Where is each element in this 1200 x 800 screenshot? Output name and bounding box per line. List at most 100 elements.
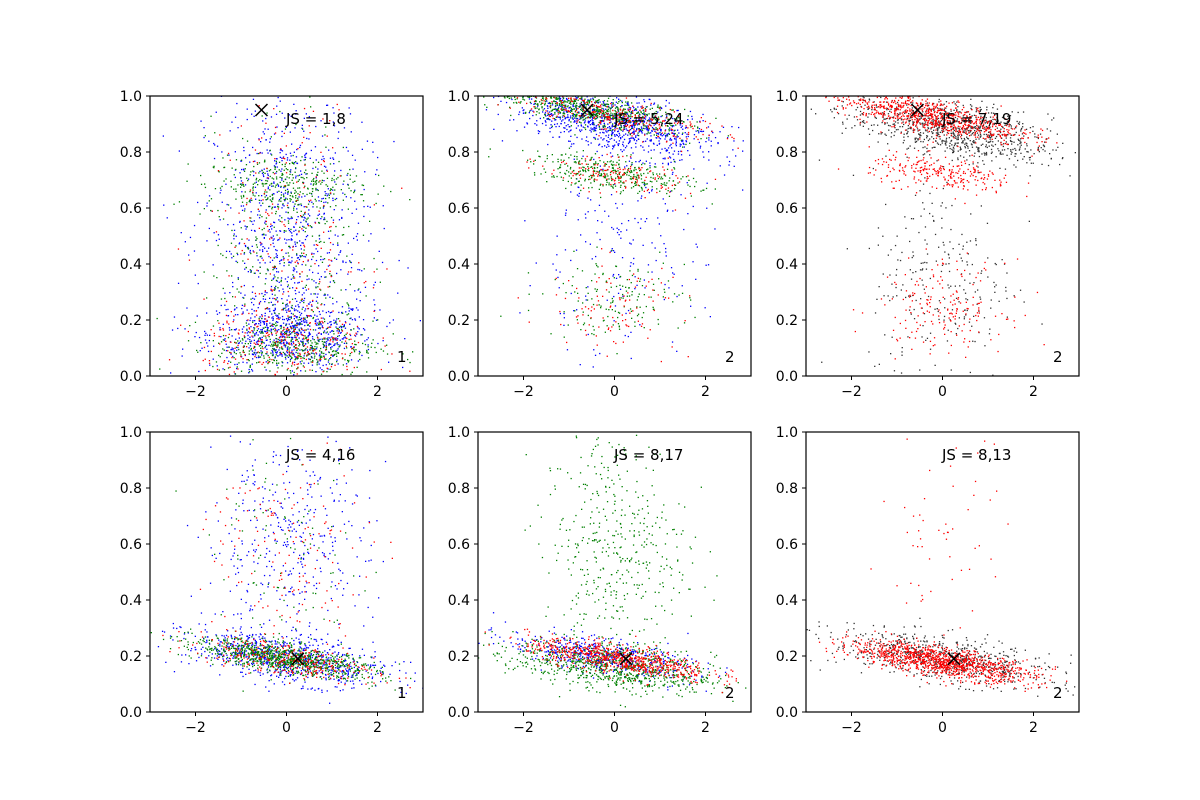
data-point [322,371,324,373]
data-point [647,131,649,133]
data-point [212,166,214,168]
data-point [628,115,630,117]
data-point [255,181,257,183]
data-point [644,184,646,187]
data-point [601,154,603,157]
y-tick-label: 0.6 [120,201,142,217]
data-point [600,117,603,119]
data-point [289,182,291,184]
data-point [256,238,258,240]
data-point [289,171,292,173]
data-point [300,370,302,372]
data-point [284,199,286,201]
data-point [332,297,334,299]
data-point [300,319,302,321]
data-point [304,370,307,372]
data-point [258,105,260,107]
data-point [621,100,623,102]
data-point [303,338,305,340]
data-point [705,187,708,190]
data-point [358,353,360,355]
data-point [281,348,284,350]
data-point [313,183,315,185]
data-point [615,123,618,126]
data-point [273,359,275,361]
data-point [638,166,640,169]
data-point [611,114,613,116]
data-point [249,341,251,343]
data-point [594,354,597,356]
data-point [622,141,624,143]
data-point [608,215,610,217]
data-point [647,128,649,130]
data-point [305,169,307,171]
data-point [314,198,316,200]
data-point [274,341,276,344]
data-point [591,112,594,114]
data-point [332,197,334,199]
data-point [274,329,277,331]
data-point [342,183,344,185]
data-point [666,115,668,117]
data-point [296,181,298,183]
data-point [261,195,263,197]
data-point [704,307,706,309]
data-point [295,197,297,199]
data-point [639,130,641,132]
data-point [327,230,330,232]
data-point [277,277,279,279]
data-point [617,124,619,126]
data-point [594,118,596,120]
data-point [595,113,597,115]
data-point [272,185,274,187]
data-point [277,96,279,99]
data-point [267,197,269,199]
data-point [305,337,307,340]
data-point [655,259,657,262]
data-point [304,286,306,288]
data-point [302,317,305,319]
data-point [593,158,595,161]
data-point [330,338,332,341]
data-point [309,132,311,134]
data-point [668,128,670,130]
data-point [345,342,348,344]
data-point [334,234,336,236]
data-point [638,190,641,193]
data-point [307,288,310,290]
data-point [581,109,584,111]
data-point [709,316,711,318]
data-point [284,185,286,187]
data-point [578,112,580,114]
data-point [345,333,347,335]
data-point [338,326,341,328]
data-point [623,182,625,184]
data-point [698,141,700,144]
data-point [392,333,394,335]
data-point [579,170,581,172]
data-point [200,183,203,185]
data-point [694,185,696,188]
data-point [551,102,554,104]
data-point [645,186,647,189]
data-point [601,115,603,117]
data-point [335,178,338,180]
data-point [222,218,225,220]
data-point [240,195,242,197]
data-point [342,357,344,359]
data-point [271,279,273,281]
data-point [689,154,691,156]
data-point [257,214,259,216]
data-point [330,357,332,359]
data-point [534,103,536,105]
data-point [662,198,664,200]
data-point [277,367,279,369]
data-point [264,172,266,174]
data-point [598,125,600,127]
data-point [340,169,342,172]
data-point [301,196,303,198]
data-point [297,204,300,206]
data-point [611,226,613,229]
data-point [647,264,650,266]
data-point [242,194,245,197]
